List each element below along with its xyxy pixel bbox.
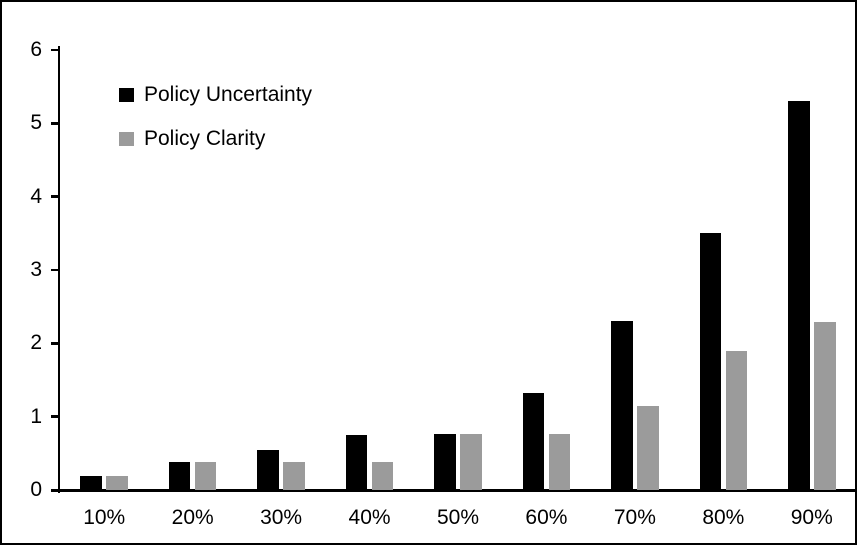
x-axis-tick-label: 90% <box>790 506 833 529</box>
legend-item-policy-uncertainty: Policy Uncertainty <box>119 81 312 109</box>
y-axis-tick-label: 1 <box>30 404 42 428</box>
bar-clarity <box>371 462 394 490</box>
y-axis-tick-label: 4 <box>30 184 42 208</box>
bar-clarity <box>725 350 748 490</box>
x-axis-tick-label: 40% <box>348 506 391 529</box>
y-axis-tick <box>51 48 59 52</box>
x-axis-tick-label: 70% <box>613 506 656 529</box>
bar-clarity <box>548 434 571 490</box>
bar-uncertainty <box>434 433 456 490</box>
bar-uncertainty <box>257 449 279 490</box>
y-axis-tick <box>51 195 59 198</box>
bar-uncertainty <box>168 462 191 490</box>
y-axis-tick <box>51 488 59 492</box>
x-axis-tick-label: 20% <box>171 506 214 529</box>
x-axis-tick-label: 30% <box>260 506 303 529</box>
y-axis-tick-label: 6 <box>30 38 42 61</box>
y-axis-tick <box>51 122 59 125</box>
bar-uncertainty <box>699 233 722 490</box>
x-axis-line <box>51 489 855 492</box>
y-axis-tick-label: 2 <box>30 331 42 355</box>
bar-clarity <box>106 476 128 490</box>
legend-label: Policy Uncertainty <box>144 83 313 106</box>
bar-clarity <box>194 462 217 490</box>
bar-uncertainty <box>788 101 810 490</box>
bar-clarity <box>814 322 836 490</box>
bar-uncertainty <box>522 393 545 490</box>
y-axis-tick <box>51 268 59 272</box>
x-axis-tick-label: 60% <box>525 506 568 529</box>
y-axis-tick-label: 3 <box>30 258 42 281</box>
bar-clarity <box>460 434 482 490</box>
legend-item-policy-clarity: Policy Clarity <box>119 125 312 153</box>
bar-clarity <box>637 405 659 490</box>
bar-uncertainty <box>80 476 102 490</box>
x-axis-tick-label: 10% <box>83 506 126 529</box>
bar-uncertainty <box>611 321 633 490</box>
bar-clarity <box>283 462 305 490</box>
legend: Policy Uncertainty Policy Clarity <box>119 81 312 153</box>
y-axis-tick <box>51 342 59 345</box>
y-axis-tick-label: 0 <box>30 478 42 501</box>
legend-swatch-icon <box>119 88 134 102</box>
bar-uncertainty <box>345 435 368 490</box>
x-axis-tick-label: 50% <box>436 506 479 529</box>
legend-label: Policy Clarity <box>144 127 266 150</box>
y-axis-tick-label: 5 <box>30 111 42 135</box>
legend-swatch-icon <box>119 132 134 146</box>
x-axis-tick-label: 80% <box>702 506 745 529</box>
y-axis-tick <box>51 415 59 418</box>
